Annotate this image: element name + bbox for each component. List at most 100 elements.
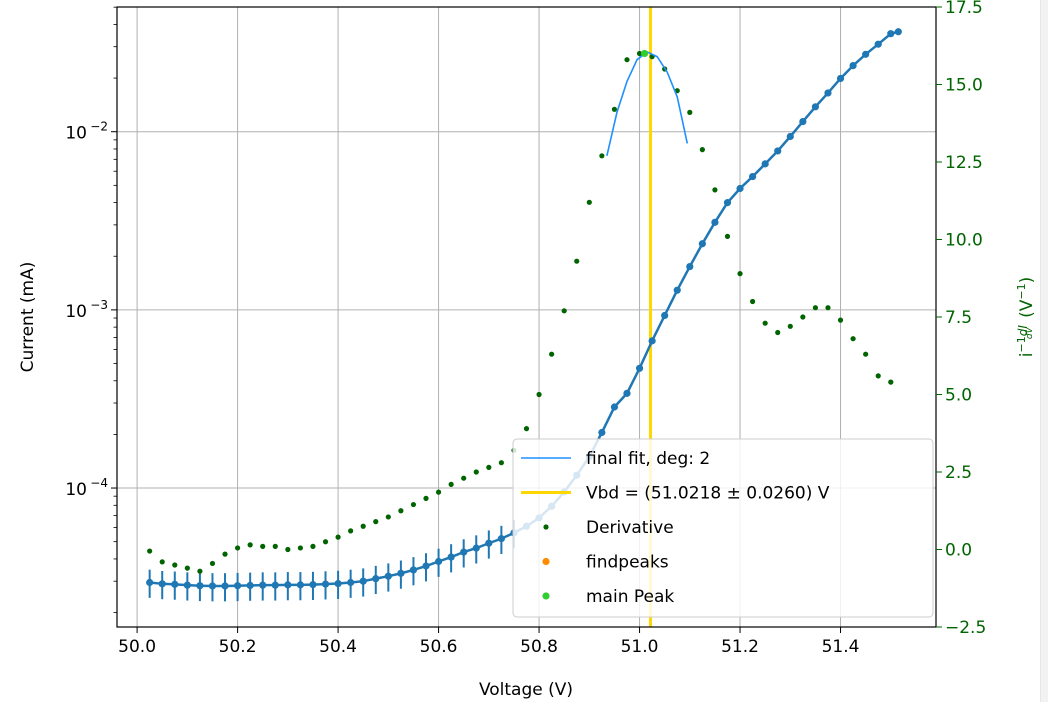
- legend-label: findpeaks: [586, 553, 669, 573]
- y-right-tick-label: 5.0: [945, 386, 972, 406]
- current-point: [610, 403, 619, 411]
- derivative-point: [850, 336, 856, 342]
- y-left-tick-exponent: −4: [90, 476, 108, 490]
- derivative-point: [310, 543, 316, 550]
- legend: final fit, deg: 2 Vbd = (51.0218 ± 0.0260…: [512, 438, 934, 618]
- derivative-point: [360, 523, 366, 529]
- derivative-point: [762, 320, 768, 326]
- current-point: [736, 184, 744, 193]
- legend-label: Derivative: [586, 518, 674, 538]
- current-point: [146, 578, 154, 587]
- legend-label: main Peak: [586, 587, 674, 607]
- y-left-tick-label: 10: [65, 302, 87, 322]
- current-point: [836, 74, 845, 83]
- legend-box: [512, 438, 934, 618]
- y-right-tick-label: −2.5: [945, 618, 986, 638]
- current-point: [434, 557, 443, 566]
- current-point: [196, 582, 204, 590]
- derivative-point: [599, 153, 605, 159]
- current-point: [635, 364, 644, 372]
- current-point: [485, 539, 493, 547]
- derivative-point: [687, 109, 693, 115]
- x-axis: 50.0 50.2 50.4 50.6 50.8 51.0 51.2 51.4: [118, 627, 859, 657]
- current-point: [874, 40, 882, 48]
- legend-handle: [542, 592, 550, 600]
- derivative-point: [348, 528, 354, 534]
- x-tick-label: 50.4: [319, 637, 357, 657]
- current-point: [233, 582, 242, 590]
- derivative-point: [750, 298, 756, 305]
- current-point: [698, 240, 706, 248]
- derivative-point: [410, 501, 417, 508]
- main-peak-point: [640, 49, 649, 58]
- derivative-point: [473, 469, 479, 475]
- derivative-point: [322, 539, 329, 545]
- current-point: [183, 581, 191, 589]
- y-left-tick-exponent: −2: [90, 120, 108, 134]
- y-axis-left: 10−210−310−4: [65, 6, 117, 613]
- y-axis-right: −2.5 0.0 2.5 5.0 7.5 10.0 12.5 15.0 17.5: [936, 0, 986, 638]
- current-point: [271, 581, 279, 589]
- derivative-point: [385, 514, 391, 520]
- current-point: [661, 311, 669, 320]
- svg-text:i−1dIdV (V−1): i−1dIdV (V−1): [1015, 277, 1037, 358]
- derivative-point: [888, 379, 894, 385]
- current-point: [334, 579, 342, 588]
- derivative-point: [172, 562, 178, 568]
- current-point: [598, 428, 606, 437]
- current-point: [849, 62, 857, 70]
- derivative-point: [825, 305, 831, 311]
- current-point: [887, 30, 895, 38]
- derivative-point: [147, 548, 153, 554]
- current-point: [472, 544, 480, 552]
- scrollbar[interactable]: [1040, 0, 1048, 702]
- legend-handle: [542, 557, 550, 566]
- current-point: [208, 582, 217, 590]
- current-point: [422, 562, 430, 570]
- y-right-tick-label: 12.5: [945, 153, 983, 173]
- derivative-point: [724, 233, 731, 239]
- y-right-tick-label: 15.0: [945, 76, 983, 96]
- derivative-point: [737, 271, 743, 277]
- current-point: [686, 262, 694, 271]
- y-left-tick-label: 10: [65, 480, 87, 500]
- current-point: [259, 581, 267, 589]
- x-tick-label: 51.4: [822, 637, 860, 657]
- x-tick-label: 51.2: [721, 637, 759, 657]
- current-point: [824, 89, 832, 97]
- current-point: [246, 581, 254, 590]
- current-point: [296, 581, 304, 589]
- y-axis-right-label: i−1dIdV (V−1): [1015, 277, 1037, 358]
- x-tick-label: 50.0: [118, 637, 156, 657]
- derivative-point: [448, 481, 454, 487]
- current-point: [761, 160, 769, 168]
- x-tick-label: 50.2: [219, 637, 257, 657]
- current-point: [409, 566, 418, 574]
- derivative-point: [775, 329, 781, 336]
- current-point: [347, 578, 355, 587]
- y-right-tick-label: 17.5: [945, 0, 983, 18]
- derivative-point: [636, 50, 643, 57]
- current-point: [321, 580, 330, 588]
- derivative-point: [335, 534, 341, 540]
- current-point: [623, 389, 631, 397]
- current-point: [786, 132, 794, 141]
- current-point: [799, 117, 807, 126]
- derivative-point: [435, 489, 442, 495]
- derivative-point: [297, 545, 303, 551]
- derivative-point: [586, 199, 592, 205]
- derivative-point: [800, 314, 806, 320]
- derivative-point: [611, 106, 618, 112]
- derivative-point: [373, 519, 379, 525]
- current-point: [447, 553, 455, 561]
- current-point: [673, 286, 681, 294]
- derivative-point: [523, 426, 530, 432]
- current-point: [372, 575, 380, 583]
- current-point: [497, 535, 505, 543]
- current-point: [460, 548, 468, 556]
- y-axis-left-label: Current (mA): [18, 262, 38, 373]
- derivative-point: [461, 475, 467, 481]
- y-right-tick-label: 7.5: [945, 308, 972, 328]
- y-right-tick-label: 10.0: [945, 231, 983, 251]
